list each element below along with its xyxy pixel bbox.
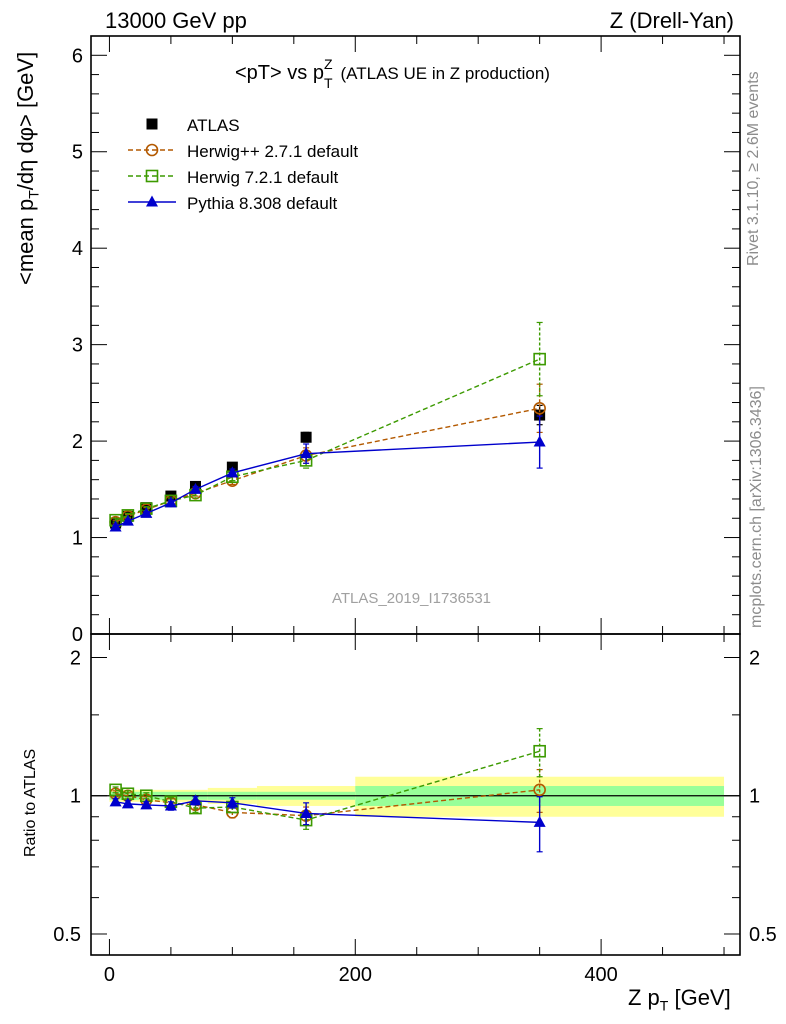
main-point-3	[121, 514, 134, 526]
ratio-tick-label: 0.5	[53, 924, 81, 946]
legend-label: Herwig++ 2.7.1 default	[187, 142, 358, 161]
ratio-series	[109, 728, 546, 853]
ratio-point-3	[226, 796, 239, 808]
main-point-3	[300, 447, 313, 459]
rivet-version-label: Rivet 3.1.10, ≥ 2.6M events	[745, 71, 762, 266]
title-superscript: Z	[323, 56, 333, 72]
y-tick-label: 1	[72, 528, 83, 550]
ratio-y-axis-label: Ratio to ATLAS	[22, 748, 39, 857]
ratio-uncertainty-bands	[91, 776, 740, 817]
legend-label: ATLAS	[187, 116, 240, 135]
y-tick-label: 0	[72, 624, 83, 646]
x-axis-label: Z pT [GeV]	[628, 985, 731, 1014]
y-tick-label: 2	[72, 431, 83, 453]
title-rest: (ATLAS UE in Z production)	[340, 64, 550, 83]
x-tick-label: 400	[584, 964, 617, 986]
main-point-0	[300, 431, 312, 443]
legend-marker	[146, 195, 158, 207]
ratio-point-3	[140, 798, 153, 810]
ratio-point-3	[164, 799, 177, 811]
main-point-3	[226, 466, 239, 478]
main-line-3	[115, 441, 540, 528]
ratio-tick-label: 1	[70, 786, 81, 808]
legend-marker	[146, 118, 158, 130]
title-main: <pT> vs p	[235, 62, 324, 84]
ratio-point-2	[533, 744, 546, 758]
main-line-2	[115, 358, 540, 521]
ratio-point-1	[533, 783, 546, 797]
main-line-1	[115, 407, 540, 523]
main-point-3	[533, 435, 546, 447]
main-point-3	[164, 496, 177, 508]
main-series	[109, 321, 546, 532]
main-point-3	[109, 520, 122, 532]
y-axis-label: <mean pT/dη dφ> [GeV]	[13, 51, 42, 285]
plot-frames	[90, 35, 741, 956]
header-left: 13000 GeV pp	[105, 8, 247, 33]
legend-label: Pythia 8.308 default	[187, 194, 338, 213]
legend: ATLAS Herwig++ 2.7.1 default Herwig 7.2.1 …	[128, 116, 358, 213]
ratio-point-3	[189, 794, 202, 806]
y-tick-label: 3	[72, 335, 83, 357]
ratio-point-3	[533, 815, 546, 827]
ratio-tick-label-right: 0.5	[749, 924, 777, 946]
main-point-3	[189, 482, 202, 494]
main-point-1	[533, 402, 546, 415]
y-tick-label: 5	[72, 142, 83, 164]
y-tick-label: 4	[72, 238, 83, 260]
ratio-tick-label-right: 2	[749, 647, 760, 669]
legend-marker	[145, 143, 159, 157]
mcplots-label: mcplots.cern.ch [arXiv:1306.3436]	[748, 386, 765, 628]
x-tick-label: 200	[339, 964, 372, 986]
legend-label: Herwig 7.2.1 default	[187, 168, 338, 187]
y-tick-label: 6	[72, 45, 83, 67]
x-tick-label: 0	[104, 964, 115, 986]
main-point-3	[140, 506, 153, 518]
ratio-point-3	[109, 795, 122, 807]
ratio-frame	[90, 633, 741, 956]
ratio-point-3	[300, 806, 313, 818]
legend-marker	[145, 169, 159, 183]
ratio-tick-label-right: 1	[749, 786, 760, 808]
header-right: Z (Drell-Yan)	[609, 8, 734, 33]
ratio-tick-label: 2	[70, 647, 81, 669]
ratio-point-3	[121, 797, 134, 809]
watermark: ATLAS_2019_I1736531	[332, 590, 492, 607]
main-point-2	[533, 352, 546, 366]
title-subscript: T	[323, 75, 333, 91]
